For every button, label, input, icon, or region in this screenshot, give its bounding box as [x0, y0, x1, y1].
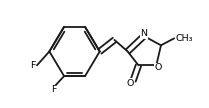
Text: F: F: [51, 85, 57, 94]
Text: N: N: [140, 29, 147, 38]
Text: CH₃: CH₃: [176, 34, 193, 43]
Text: O: O: [126, 79, 134, 87]
Text: O: O: [155, 63, 162, 72]
Text: F: F: [30, 61, 35, 70]
